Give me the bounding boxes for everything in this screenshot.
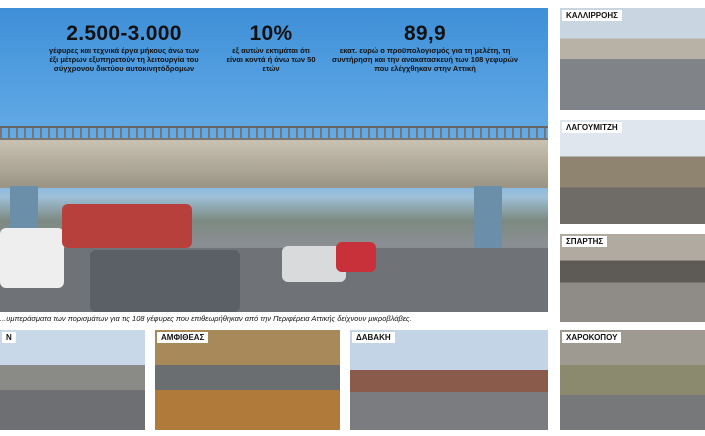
photo-label: ΔΑΒΑΚΗ [352,332,395,343]
stat-bridges: 2.500-3.000 γέφυρες και τεχνικά έργα μήκ… [44,22,204,73]
stat-value: 89,9 [403,22,447,45]
photo-caption: ...υμπεράσματα των πορισμάτων για τις 10… [0,314,412,323]
car [282,246,346,282]
bridge-deck [0,140,548,188]
photo-lagoumitzi: ΛΑΓΟΥΜΙΤΖΗ [560,120,705,224]
photo-davaki: ΔΑΒΑΚΗ [350,330,548,430]
stat-value: 2.500-3.000 [66,22,182,45]
photo-charokopou: ΧΑΡΟΚΟΠΟΥ [560,330,705,430]
car [90,250,240,312]
stat-text: γέφυρες και τεχνικά έργα μήκους άνω των … [48,46,200,73]
car [336,242,376,272]
photo-label: ΑΜΦΙΘΕΑΣ [157,332,209,343]
photo-label: ΚΑΛΛΙΡΡΟΗΣ [562,10,622,21]
photo-label: Ν [2,332,16,343]
stat-text: εξ αυτών εκτιμάται ότι είναι κοντά ή άνω… [226,46,316,73]
van [0,228,64,288]
stat-percent: 10% εξ αυτών εκτιμάται ότι είναι κοντά ή… [226,22,316,73]
stat-budget: 89,9 εκατ. ευρώ ο προϋπολογισμός για τη … [330,22,520,73]
main-photo-bridge: 2.500-3.000 γέφυρες και τεχνικά έργα μήκ… [0,8,548,312]
photo-kallirrois: ΚΑΛΛΙΡΡΟΗΣ [560,8,705,110]
photo-spartis: ΣΠΑΡΤΗΣ [560,234,705,322]
stat-value: 10% [249,22,293,45]
photo-label: ΛΑΓΟΥΜΙΤΖΗ [562,122,622,133]
road [0,248,548,312]
photo-label: ΧΑΡΟΚΟΠΟΥ [562,332,622,343]
truck [62,204,192,248]
photo-amfitheas: ΑΜΦΙΘΕΑΣ [155,330,340,430]
photo-label: ΣΠΑΡΤΗΣ [562,236,608,247]
photo-partial: Ν [0,330,145,430]
bridge-railing [0,126,548,140]
stat-text: εκατ. ευρώ ο προϋπολογισμός για τη μελέτ… [331,46,519,73]
